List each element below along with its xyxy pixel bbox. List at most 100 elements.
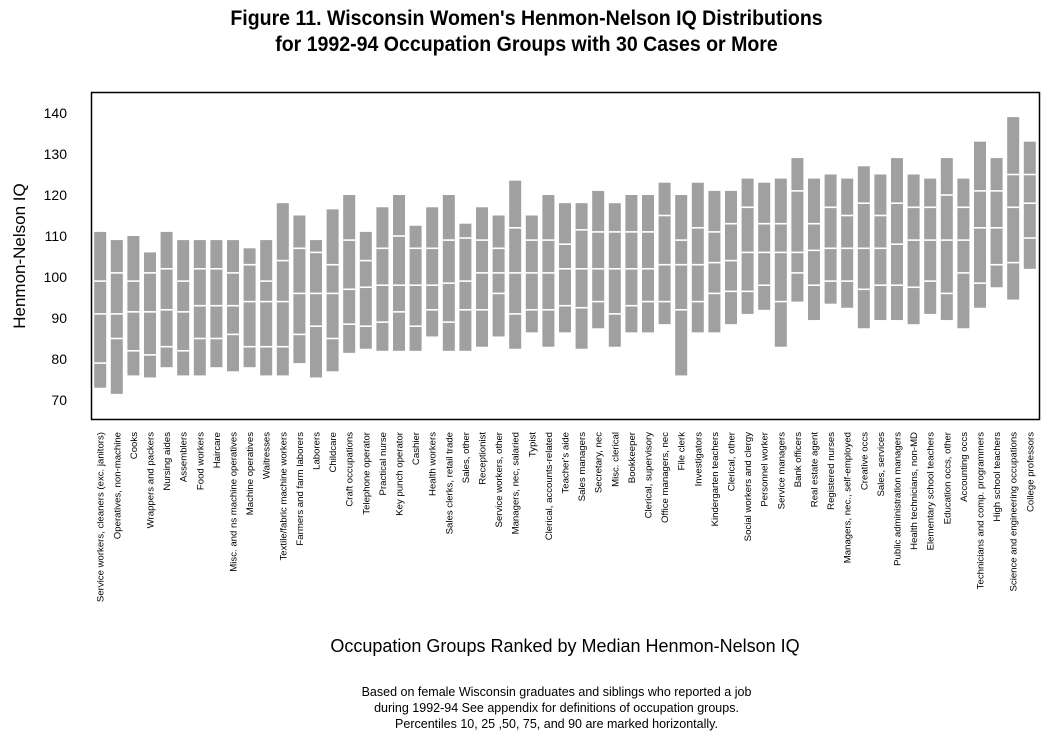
x-tick-label: Clerical, supervisory (644, 432, 655, 519)
bar-range-10-90 (193, 240, 206, 376)
bar-range-10-90 (758, 182, 771, 310)
y-tick-label: 120 (44, 187, 68, 203)
x-tick-label: Creative occs (859, 432, 870, 490)
occupation-bar (426, 207, 439, 337)
x-tick-label: Food workers (195, 432, 206, 490)
x-tick-label: Clerical, other (727, 431, 738, 491)
bar-range-10-90 (326, 209, 339, 372)
x-tick-label: Typist (527, 432, 538, 457)
occupation-bar (243, 248, 256, 368)
bar-range-10-90 (442, 195, 455, 351)
x-tick-label: Sales managers (577, 432, 588, 502)
bar-range-10-90 (940, 158, 953, 321)
x-tick-label: Clerical, accounts-related (544, 432, 555, 540)
x-tick-label: Secretary, nec (594, 432, 605, 493)
bar-range-10-90 (841, 178, 854, 308)
bar-range-10-90 (310, 240, 322, 378)
bar-range-10-90 (293, 215, 306, 364)
x-tick-label: Sales, services (876, 432, 887, 497)
occupation-bar (376, 207, 389, 351)
x-tick-label: College professors (1025, 432, 1036, 512)
x-tick-label: Office managers, nec (660, 432, 671, 523)
bar-range-10-90 (857, 166, 870, 329)
x-tick-label: Waitresses (262, 432, 273, 479)
x-tick-label: Practical nurse (378, 432, 389, 495)
x-tick-label: Service workers, other (494, 431, 505, 527)
occupation-bar (127, 236, 140, 376)
occupation-bar (1007, 117, 1020, 300)
occupation-bar (758, 182, 771, 310)
bar-range-10-90 (409, 225, 422, 351)
occupation-bar (177, 240, 190, 376)
x-tick-label: High school teachers (992, 432, 1003, 522)
bar-range-10-90 (459, 223, 472, 351)
occupation-bar (459, 223, 472, 351)
x-tick-label: Nursing aides (162, 432, 173, 491)
x-tick-label: Teacher's aide (561, 432, 572, 494)
bar-range-10-90 (343, 195, 356, 353)
bar-range-10-90 (376, 207, 389, 351)
bar-range-10-90 (592, 190, 605, 329)
x-tick-label: Bookkeeper (627, 431, 638, 483)
x-tick-label: Science and engineering occupations (1009, 432, 1020, 592)
occupation-bar (990, 158, 1003, 288)
bar-range-10-90 (243, 248, 256, 368)
x-tick-label: Service managers (776, 432, 787, 510)
bar-range-10-90 (144, 252, 156, 378)
bar-range-10-90 (808, 178, 820, 321)
x-tick-label: Sales, other (461, 431, 472, 483)
occupation-bar (227, 240, 239, 372)
occupation-bar (741, 178, 754, 314)
y-tick-label: 90 (51, 310, 67, 326)
bar-range-10-90 (642, 195, 654, 333)
bar-range-10-90 (608, 203, 621, 347)
occupation-bar (592, 190, 605, 329)
y-tick-label: 130 (44, 146, 68, 162)
occupation-bar (791, 158, 804, 302)
x-tick-label: Cooks (129, 432, 140, 459)
y-tick-label: 100 (44, 269, 68, 285)
occupation-bar (940, 158, 953, 321)
bar-range-10-90 (210, 240, 223, 368)
x-tick-label: Health technicians, non-MD (909, 432, 920, 550)
chart-note-line-1: Based on female Wisconsin graduates and … (361, 685, 752, 699)
occupation-bar (409, 225, 422, 351)
occupation-bar (708, 190, 721, 333)
bar-range-10-90 (492, 215, 505, 337)
chart-note: Based on female Wisconsin graduates and … (0, 684, 1053, 732)
occupation-bar (957, 178, 970, 329)
occupation-bar (476, 207, 488, 347)
bar-range-10-90 (359, 231, 372, 349)
occupation-bar (144, 252, 156, 378)
bar-range-10-90 (160, 231, 173, 368)
bar-range-10-90 (957, 178, 970, 329)
occupation-bar (293, 215, 306, 364)
occupation-bar (841, 178, 854, 308)
occupation-bar (608, 203, 621, 347)
x-tick-label: Kindergarten teachers (710, 432, 721, 527)
y-tick-label: 110 (45, 228, 68, 244)
x-tick-label: Personnel worker (760, 431, 771, 506)
occupation-bar (542, 195, 555, 347)
x-tick-label: Health workers (428, 432, 439, 496)
bars (94, 117, 1036, 394)
x-tick-label: Textile/fabric machine workers (278, 432, 289, 561)
x-tick-label: Assemblers (179, 432, 190, 482)
x-tick-label: Real estate agent (810, 432, 821, 508)
occupation-bar (824, 174, 837, 304)
occupation-bar (260, 240, 273, 376)
x-tick-label: Social workers and clergy (743, 432, 754, 542)
occupation-bar (974, 141, 986, 308)
x-tick-label: Bank officers (793, 432, 804, 487)
occupation-bar (343, 195, 356, 353)
occupation-bar (874, 174, 887, 321)
bar-range-10-90 (110, 240, 123, 394)
occupation-bar (559, 203, 571, 333)
x-tick-label: Elementary school teachers (926, 432, 937, 551)
bar-range-10-90 (260, 240, 273, 376)
occupation-bar (94, 231, 107, 388)
bar-range-10-90 (542, 195, 555, 347)
x-tick-label: Managers, nec., self-employed (843, 432, 854, 563)
chart-title: Figure 11. Wisconsin Women's Henmon-Nels… (0, 6, 1053, 58)
occupation-bar (808, 178, 820, 321)
